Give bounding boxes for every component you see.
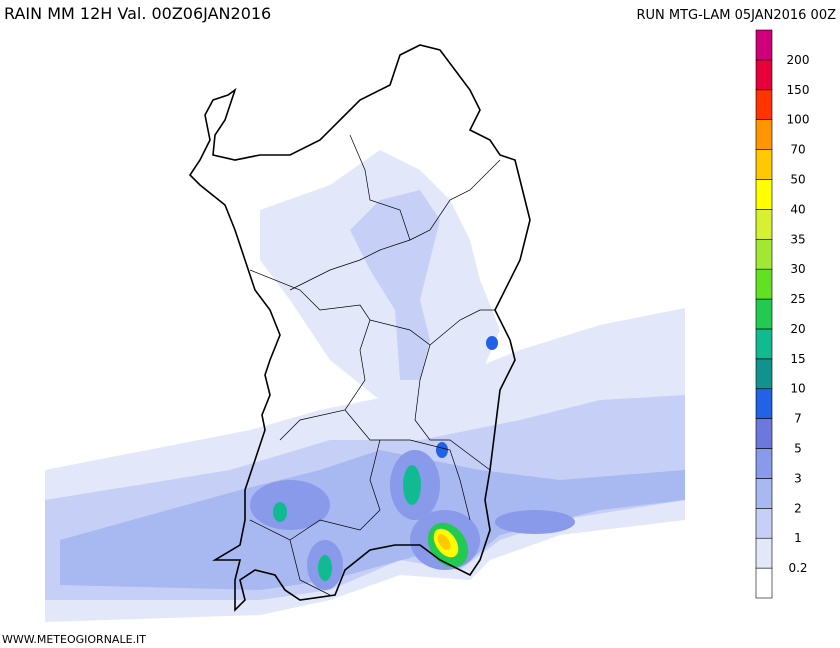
run-label: RUN MTG-LAM 05JAN2016 00Z [636,8,836,23]
colorbar-label: 25 [790,292,805,306]
rain-cell [403,465,421,505]
colorbar-box [755,149,773,180]
province-borders [249,134,501,596]
rain-north [350,190,440,380]
colorbar-box [755,448,773,479]
colorbar-box [755,567,773,599]
colorbar-label: 150 [787,83,810,97]
source-label: WWW.METEOGIORNALE.IT [2,633,146,646]
border [289,539,331,596]
colorbar-box [755,478,773,509]
colorbar-label: 35 [790,232,805,246]
colorbar-box [755,59,773,91]
colorbar-label: 1 [794,531,802,545]
border [369,319,491,471]
rain-field [45,150,685,622]
rain-band [60,450,685,590]
colorbar-box [755,179,773,210]
colorbar-box [755,119,773,150]
colorbar-label: 70 [790,143,805,157]
colorbar-box [755,268,773,300]
colorbar-label: 0.2 [788,561,807,575]
colorbar-box [755,418,773,449]
rain-cell [436,442,448,458]
colorbar-box [755,238,773,270]
colorbar-box [755,328,773,360]
border [249,409,381,541]
colorbar-box [755,209,773,240]
border [249,269,371,441]
border [429,309,495,346]
rain-cell [495,510,575,534]
rain-cell [437,534,451,550]
colorbar-label: 2 [794,501,802,515]
colorbar-box [755,298,773,330]
colorbar-label: 10 [790,382,805,396]
colorbar-label: 100 [787,113,810,127]
colorbar-label: 5 [794,442,802,456]
colorbar-box [755,29,773,61]
map-title: RAIN MM 12H Val. 00Z06JAN2016 [4,4,271,23]
colorbar-label: 30 [790,262,805,276]
colorbar-label: 15 [790,352,805,366]
border [380,439,471,521]
rain-cell [486,336,498,350]
colorbar-label: 200 [787,53,810,67]
colorbar-label: 40 [790,202,805,216]
rain-cell [273,502,287,522]
colorbar-label: 50 [790,172,805,186]
colorbar-box [755,388,773,419]
border [349,134,411,241]
colorbar-box [755,89,773,120]
colorbar-label: 3 [794,471,802,485]
coastline [188,44,531,612]
colorbar-box [755,358,773,390]
rain-cell [250,480,330,530]
colorbar-box [755,508,773,539]
colorbar-label: 7 [794,412,802,426]
colorbar-box [755,537,773,569]
rain-cell [318,555,332,581]
colorbar-label: 20 [790,322,805,336]
